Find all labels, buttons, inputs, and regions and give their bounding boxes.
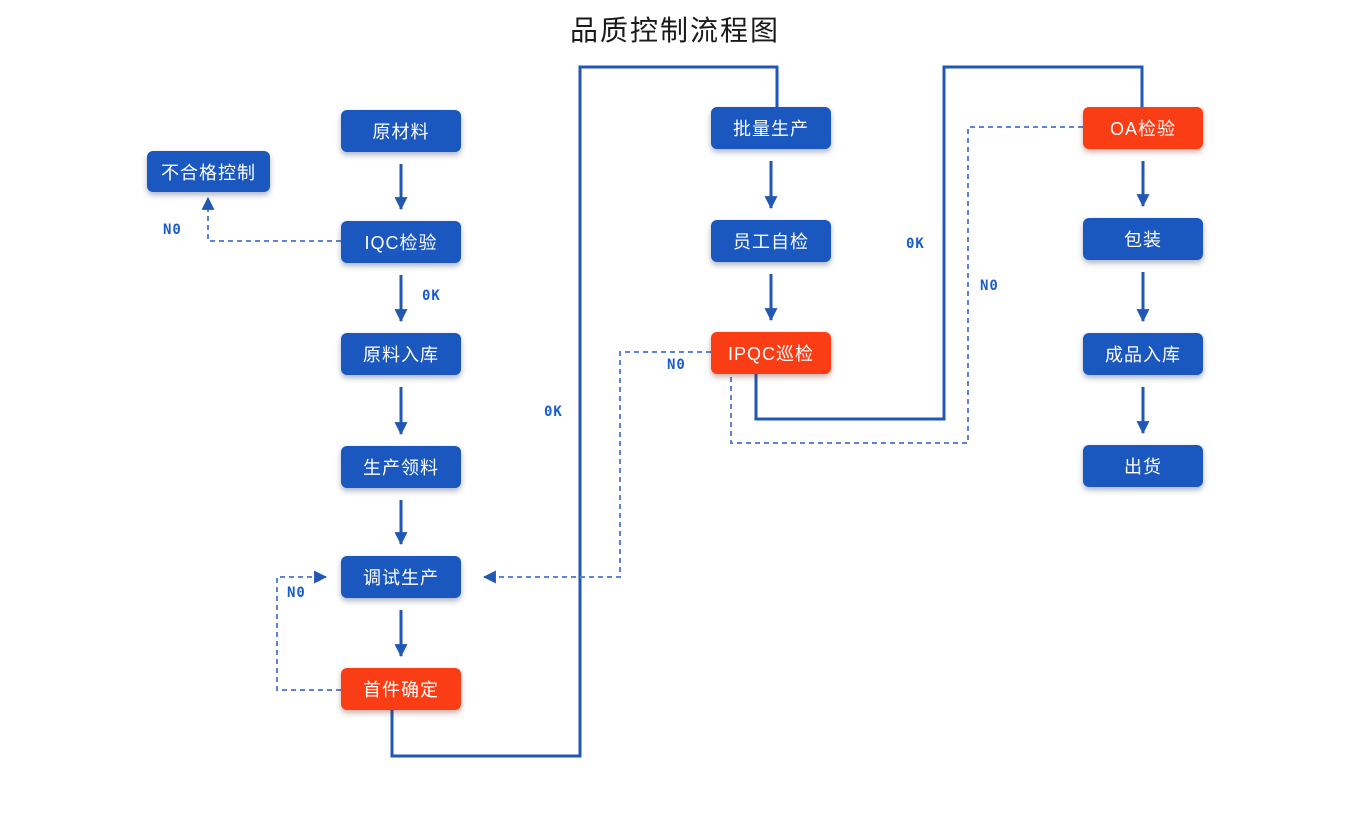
- edge-iqc-no-to-nonconforming: [201, 196, 341, 242]
- node-raw-material: 原材料: [341, 110, 461, 152]
- edge-label-first-article-no: N0: [287, 585, 306, 601]
- node-ipqc-patrol: IPQC巡检: [711, 332, 831, 374]
- node-employee-self-check: 员工自检: [711, 220, 831, 262]
- edge-first-article-ok-to-batch: [390, 65, 779, 758]
- edge-label-iqc-ok: 0K: [422, 288, 441, 304]
- node-iqc-inspection: IQC检验: [341, 221, 461, 263]
- edge-label-ipqc-no: N0: [667, 357, 686, 373]
- edge-label-oa-no: N0: [980, 278, 999, 294]
- node-oa-inspection: OA检验: [1083, 107, 1203, 149]
- node-shipment: 出货: [1083, 445, 1203, 487]
- edge-label-iqc-no: N0: [163, 222, 182, 238]
- node-packaging: 包装: [1083, 218, 1203, 260]
- node-finished-warehousing: 成品入库: [1083, 333, 1203, 375]
- node-trial-production: 调试生产: [341, 556, 461, 598]
- edge-ipqc-no-to-trial-production: [482, 351, 711, 584]
- node-production-picking: 生产领料: [341, 446, 461, 488]
- node-nonconforming-control: 不合格控制: [147, 151, 270, 192]
- page-title: 品质控制流程图: [569, 16, 780, 47]
- node-material-warehousing: 原料入库: [341, 333, 461, 375]
- node-batch-production: 批量生产: [711, 107, 831, 149]
- edge-label-ipqc-ok: 0K: [906, 236, 925, 252]
- edge-label-first-article-ok: 0K: [544, 404, 563, 420]
- edge-oa-no-to-ipqc: [730, 126, 1083, 444]
- node-first-article-confirm: 首件确定: [341, 668, 461, 710]
